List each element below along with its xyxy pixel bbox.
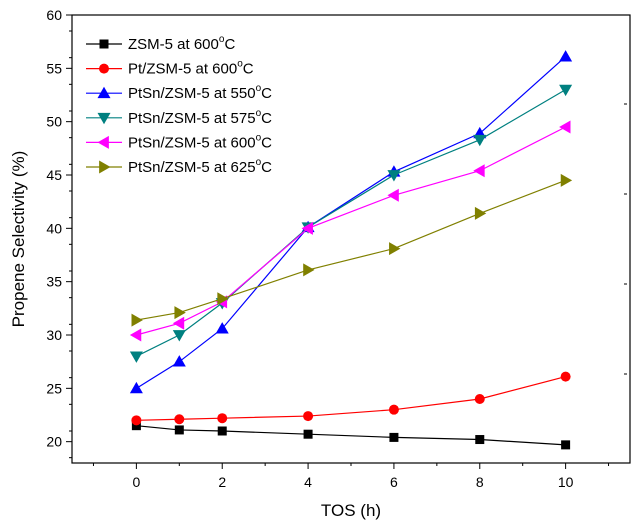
series-line (136, 426, 565, 445)
x-tick-label: 10 (558, 474, 574, 490)
data-point (473, 135, 486, 146)
data-point (173, 330, 186, 341)
legend-label: PtSn/ZSM-5 at 625oC (128, 157, 272, 176)
x-axis-title: TOS (h) (321, 501, 381, 520)
y-tick-label: 55 (46, 60, 62, 76)
legend-entry: Pt/ZSM-5 at 600oC (86, 59, 254, 78)
data-point (559, 121, 570, 134)
data-point (303, 411, 313, 421)
legend-entry: PtSn/ZSM-5 at 575oC (86, 108, 272, 127)
legend-label: Pt/ZSM-5 at 600oC (128, 59, 254, 78)
x-tick-label: 2 (218, 474, 226, 490)
y-axis-title: Propene Selectivity (%) (9, 151, 28, 328)
legend-label: PtSn/ZSM-5 at 550oC (128, 83, 272, 102)
series-line (136, 57, 565, 389)
y-tick-label: 20 (46, 434, 62, 450)
data-point (130, 382, 143, 393)
plot-frame (72, 15, 630, 463)
data-point (304, 430, 313, 439)
data-point (387, 189, 398, 202)
data-point (475, 394, 485, 404)
y-tick-label: 50 (46, 114, 62, 130)
data-point (131, 415, 141, 425)
y-tick-label: 45 (46, 167, 62, 183)
x-tick-label: 0 (132, 474, 140, 490)
data-point (389, 405, 399, 415)
series-5 (130, 121, 571, 342)
legend-marker (99, 64, 109, 74)
series-6 (132, 174, 573, 327)
y-tick-label: 25 (46, 380, 62, 396)
legend-entry: PtSn/ZSM-5 at 625oC (86, 157, 272, 176)
data-point (475, 207, 486, 220)
data-point (218, 427, 227, 436)
series-line (136, 90, 565, 357)
series-2 (131, 372, 570, 426)
data-point (132, 314, 143, 327)
data-point (173, 355, 186, 366)
legend-entry: ZSM-5 at 600oC (86, 34, 235, 53)
data-point (561, 372, 571, 382)
legend-label: PtSn/ZSM-5 at 600oC (128, 132, 272, 151)
legend-label: PtSn/ZSM-5 at 575oC (128, 108, 272, 127)
data-point (561, 174, 572, 187)
y-tick-label: 30 (46, 327, 62, 343)
data-point (389, 433, 398, 442)
x-tick-label: 6 (390, 474, 398, 490)
data-point (473, 164, 484, 177)
data-point (217, 413, 227, 423)
legend-marker (100, 40, 109, 49)
legend-marker (98, 113, 111, 124)
legend-marker (98, 136, 109, 149)
data-point (130, 351, 143, 362)
data-point (130, 329, 141, 342)
legend: ZSM-5 at 600oC Pt/ZSM-5 at 600oC PtSn/ZSM-… (86, 34, 272, 176)
data-point (561, 440, 570, 449)
data-point (303, 263, 314, 276)
data-point (174, 414, 184, 424)
legend-marker (99, 161, 110, 174)
x-tick-label: 8 (476, 474, 484, 490)
data-point (175, 425, 184, 434)
legend-entry: PtSn/ZSM-5 at 600oC (86, 132, 272, 151)
legend-label: ZSM-5 at 600oC (128, 34, 235, 53)
y-tick-label: 60 (46, 7, 62, 23)
data-point (559, 85, 572, 96)
series-1 (132, 421, 570, 449)
y-tick-label: 40 (46, 220, 62, 236)
legend-entry: PtSn/ZSM-5 at 550oC (86, 83, 272, 102)
x-tick-label: 4 (304, 474, 312, 490)
data-point (389, 242, 400, 255)
series-line (136, 377, 565, 421)
data-point (475, 435, 484, 444)
data-point (559, 50, 572, 61)
legend-marker (98, 87, 111, 98)
y-tick-label: 35 (46, 274, 62, 290)
